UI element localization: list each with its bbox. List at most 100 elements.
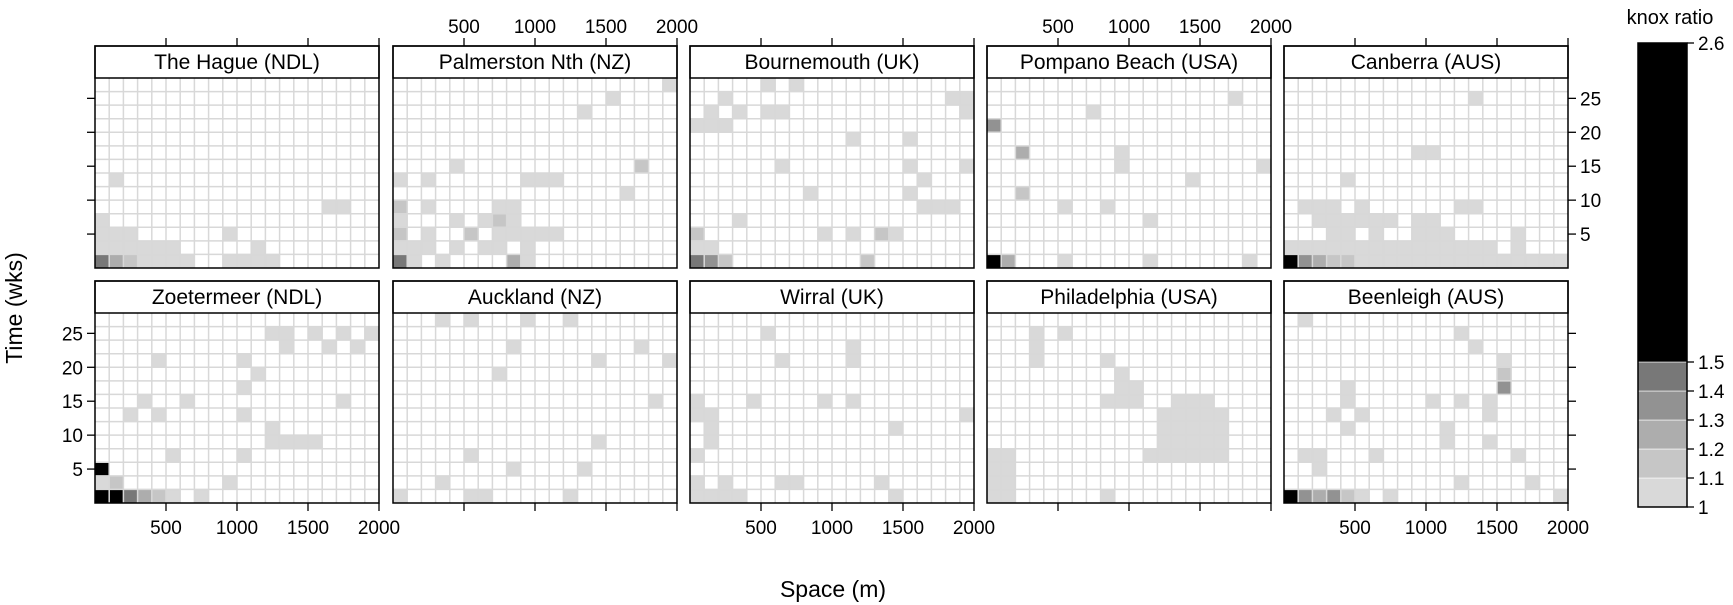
heatmap-cell [237,408,252,422]
heatmap-cell [1100,353,1115,368]
heatmap-cell [1185,173,1200,187]
heatmap-cell [1185,435,1200,449]
heatmap-cell [109,475,124,490]
heatmap-cell [704,240,719,255]
heatmap-cell [1340,394,1355,408]
heatmap-cell [1129,394,1144,408]
heatmap-cell [1468,200,1483,214]
heatmap-cell [1369,227,1384,241]
colorbar-tick-label: 2.6 [1698,34,1724,55]
colorbar-tick-label: 1.4 [1698,382,1725,403]
heatmap-cell [888,421,903,436]
heatmap-cell [860,254,875,268]
heatmap-cell [874,227,889,241]
heatmap-cell [746,394,761,408]
heatmap-cell [1200,394,1215,408]
panel-strip [1283,45,1569,79]
heatmap-cell [704,105,719,119]
x-tick-label: 500 [745,518,777,539]
heatmap-cell [1411,254,1426,268]
heatmap-cell [95,240,110,255]
x-tick-label: 2000 [1250,17,1292,38]
heatmap-cell [251,254,266,268]
panel-title: Pompano Beach (USA) [1020,51,1238,74]
y-tick-label: 15 [62,392,83,413]
panel-title: Canberra (AUS) [1351,51,1502,74]
y-tick-label: 10 [62,426,83,447]
heatmap-cell [1355,254,1370,268]
heatmap-cell [1058,326,1073,341]
heatmap-cell [1312,489,1327,503]
heatmap-cell [591,435,606,449]
heatmap-cell [506,200,521,214]
heatmap-cell [308,435,323,449]
heatmap-cell [931,200,946,214]
heatmap-cell [237,254,252,268]
heatmap-cell [492,367,507,381]
heatmap-cell [1312,240,1327,255]
heatmap-cell [1482,394,1497,408]
heatmap-cell [535,227,550,241]
heatmap-cell [789,78,804,92]
panel-2: Palmerston Nth (NZ) [392,45,678,269]
heatmap-cell [109,254,124,268]
heatmap-cell [1100,394,1115,408]
heatmap-cell [464,227,479,241]
heatmap-cell [704,421,719,436]
y-tick-label: 20 [62,358,83,379]
heatmap-cell [166,448,181,463]
heatmap-cell [506,254,521,268]
heatmap-cell [520,173,535,187]
heatmap-cell [704,408,719,422]
heatmap-cell [690,475,705,490]
heatmap-cell [761,78,776,92]
heatmap-cell [336,326,351,341]
heatmap-cell [435,254,450,268]
heatmap-cell [803,186,818,201]
heatmap-cell [662,78,677,92]
heatmap-cell [1482,408,1497,422]
heatmap-cell [435,313,450,327]
heatmap-cell [789,475,804,490]
heatmap-cell [1114,394,1129,408]
panel-3: Bournemouth (UK) [689,45,975,269]
heatmap-cell [1468,240,1483,255]
heatmap-cell [1312,200,1327,214]
heatmap-cell [109,173,124,187]
heatmap-cell [1029,340,1044,354]
heatmap-cell [1326,213,1341,228]
heatmap-cell [648,394,663,408]
heatmap-cell [1355,408,1370,422]
heatmap-cell [520,254,535,268]
heatmap-cell [1256,159,1271,173]
heatmap-cell [718,254,733,268]
heatmap-cell [95,254,110,268]
heatmap-cell [1468,254,1483,268]
heatmap-cell [95,462,110,476]
heatmap-cell [732,213,747,228]
heatmap-cell [1340,213,1355,228]
panel-8: Wirral (UK) [689,280,975,504]
heatmap-cell [1454,394,1469,408]
heatmap-cell [1185,394,1200,408]
heatmap-cell [1426,254,1441,268]
x-tick-label: 500 [150,518,182,539]
heatmap-cell [1426,145,1441,160]
heatmap-cell [704,435,719,449]
heatmap-cell [987,489,1002,503]
heatmap-cell [393,200,408,214]
heatmap-cell [1214,448,1229,463]
heatmap-cell [1340,380,1355,395]
heatmap-cell [1397,240,1412,255]
heatmap-cell [1157,421,1172,436]
heatmap-cell [1340,173,1355,187]
heatmap-cell [151,240,166,255]
heatmap-cell [718,118,733,133]
heatmap-cell [1440,240,1455,255]
colorbar-frame [1637,42,1688,508]
heatmap-cell [322,340,337,354]
x-tick-label: 2000 [1547,518,1589,539]
heatmap-cell [520,227,535,241]
heatmap-cell [194,489,209,503]
heatmap-cell [690,240,705,255]
